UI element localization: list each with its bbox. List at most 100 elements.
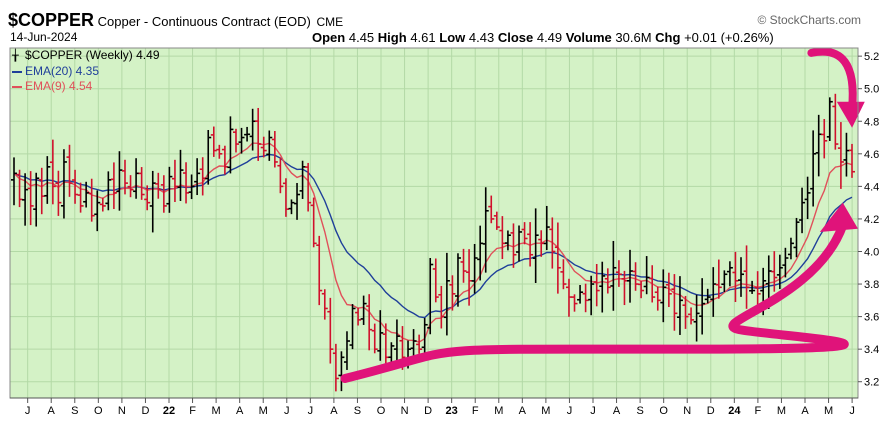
y-tick-label: 5.2 <box>864 51 879 63</box>
ema-lines <box>13 142 853 343</box>
ohlc-bar <box>482 187 489 273</box>
ohlc-bar <box>271 130 278 168</box>
x-tick-label: J <box>590 405 596 417</box>
ohlc-bar <box>205 129 212 185</box>
plot-area <box>10 48 858 398</box>
x-tick-label: O <box>377 405 386 417</box>
ohlc-bar <box>599 261 606 313</box>
ohlc-bar <box>227 116 234 174</box>
ohlc-bar <box>477 225 484 281</box>
close-label: Close <box>497 30 534 45</box>
ohlc-bar <box>60 149 67 219</box>
x-tick-label: 22 <box>163 405 175 417</box>
ema20-swatch <box>12 70 22 73</box>
x-tick-label: F <box>472 405 479 417</box>
ohlc-bar <box>244 126 251 142</box>
x-tick-label: S <box>71 405 78 417</box>
legend-ema20: EMA(20) 4.35 <box>12 64 160 79</box>
ohlc-bar <box>282 178 289 217</box>
ohlc-bar <box>826 97 833 142</box>
open-label: Open <box>312 30 346 45</box>
ohlc-bar <box>144 185 151 211</box>
ohlc-bar <box>221 145 228 175</box>
ohlc-bar <box>83 181 90 208</box>
ohlc-bar <box>188 174 195 200</box>
open-value: 4.45 <box>348 30 375 45</box>
ohlc-bar <box>732 251 739 302</box>
ohlc-bar <box>44 156 51 204</box>
x-tick-label: J <box>25 405 31 417</box>
ohlc-bar <box>449 275 456 311</box>
x-tick-label: M <box>777 405 786 417</box>
x-tick-label: J <box>284 405 290 417</box>
legend-ema20-label: EMA(20) 4.35 <box>25 64 100 78</box>
ohlc-bar <box>749 280 756 294</box>
ohlc-bar <box>416 334 423 354</box>
y-tick-label: 3.6 <box>864 312 879 324</box>
ohlc-bar <box>849 143 855 178</box>
ohlc-bar <box>810 130 817 207</box>
chart-legend: ╁ $COPPER (Weekly) 4.49 EMA(20) 4.35 EMA(… <box>12 48 160 94</box>
ohlc-bar <box>554 222 561 294</box>
ohlc-bar <box>504 230 511 251</box>
x-tick-label: F <box>755 405 762 417</box>
ohlc-bar <box>776 254 783 290</box>
ohlc-bar <box>693 294 700 342</box>
ohlc-bar <box>260 136 267 158</box>
ohlc-bar <box>560 259 567 290</box>
ohlc-bar <box>105 171 112 211</box>
grid-lines <box>10 48 858 398</box>
ohlc-bar <box>138 167 145 200</box>
x-tick-label: A <box>519 405 527 417</box>
x-tick-label: J <box>308 405 314 417</box>
x-tick-label: M <box>212 405 221 417</box>
x-tick-label: M <box>259 405 268 417</box>
x-tick-label: N <box>118 405 126 417</box>
x-tick-label: A <box>801 405 809 417</box>
ohlc-bar <box>621 270 628 306</box>
ohlc-bar <box>288 199 295 215</box>
ohlc-bar <box>688 307 695 325</box>
ohlc-bar <box>155 172 162 199</box>
ohlc-bar <box>166 166 173 213</box>
ohlc-bar <box>216 144 223 159</box>
ohlc-bar <box>266 130 273 161</box>
symbol-label: $COPPER <box>8 10 95 30</box>
x-tick-label: N <box>683 405 691 417</box>
ohlc-bar <box>27 171 34 226</box>
ohlc-bar <box>427 258 434 335</box>
ohlc-bar <box>643 256 650 295</box>
rising-trend-arrow <box>340 220 849 383</box>
ohlc-bar <box>255 107 262 161</box>
ohlc-bar <box>338 351 345 392</box>
ohlc-bar <box>210 126 217 157</box>
ohlc-bar <box>466 249 473 306</box>
ohlc-bar <box>682 295 689 329</box>
ohlc-bar <box>127 175 134 198</box>
ohlc-bar <box>360 295 367 325</box>
arrowhead-up <box>819 202 858 232</box>
x-tick-label: F <box>189 405 196 417</box>
ohlc-bar <box>532 208 539 283</box>
ohlc-bars <box>11 93 855 392</box>
ohlc-bar <box>738 257 745 297</box>
downturn-arrow <box>807 47 857 113</box>
ohlc-bar <box>510 223 517 268</box>
ohlc-bar <box>615 260 622 287</box>
ohlc-bar <box>232 128 239 153</box>
ohlc-bar <box>277 157 284 194</box>
ohlc-bar <box>160 175 167 213</box>
x-tick-label: M <box>824 405 833 417</box>
ohlc-bar <box>571 294 578 312</box>
close-value: 4.49 <box>536 30 563 45</box>
ohlc-bar <box>565 278 572 317</box>
legend-ema9: EMA(9) 4.54 <box>12 79 160 94</box>
ohlc-bar <box>377 310 384 361</box>
ohlc-bar <box>549 217 556 269</box>
ohlc-bar <box>676 276 683 335</box>
ohlc-bar <box>799 187 806 234</box>
ohlc-bar <box>721 270 728 293</box>
y-tick-label: 4.4 <box>864 181 879 193</box>
high-value: 4.61 <box>410 30 436 45</box>
